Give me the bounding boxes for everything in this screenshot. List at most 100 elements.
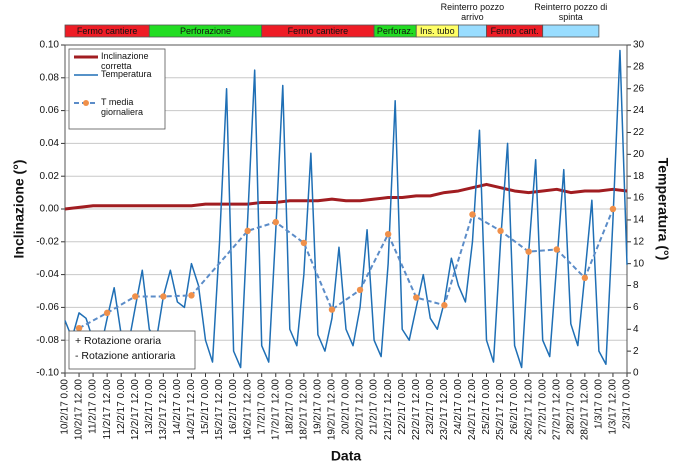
y-tick-label: -0.02	[36, 236, 59, 247]
phase-label-box: Reinterro pozzo di spinta	[534, 2, 608, 22]
x-tick-label: 21/2/17 12.00	[383, 379, 394, 441]
series-marker	[497, 227, 504, 235]
y-tick-label: 0.08	[40, 72, 60, 83]
x-tick-label: 18/2/17 12.00	[298, 379, 309, 441]
x-tick-label: 26/2/17 12.00	[523, 379, 534, 441]
y2-tick-label: 10	[633, 258, 645, 269]
x-tick-label: 12/2/17 0.00	[116, 379, 127, 435]
phase-label: Ins. tubo	[420, 26, 455, 36]
series-marker	[188, 292, 195, 299]
x-tick-label: 11/2/17 0.00	[88, 379, 99, 434]
x-tick-label: 1/3/17 12.00	[608, 379, 619, 435]
y-tick-label: 0.00	[40, 204, 60, 215]
series-marker	[609, 205, 617, 213]
x-tick-label: 10/2/17 12.00	[74, 379, 85, 441]
x-tick-label: 2/3/17 0.00	[622, 379, 633, 429]
y2-tick-label: 14	[633, 215, 645, 226]
y2-tick-label: 18	[633, 171, 645, 182]
x-tick-label: 14/2/17 0.00	[172, 379, 183, 435]
phase-label: Fermo cantiere	[288, 26, 349, 36]
series-marker	[160, 293, 167, 300]
x-tick-label: 21/2/17 0.00	[369, 379, 380, 435]
x-tick-label: 19/2/17 12.00	[327, 379, 338, 441]
series-marker	[581, 274, 589, 282]
y-tick-label: -0.10	[36, 368, 59, 379]
x-tick-label: 23/2/17 0.00	[425, 379, 436, 435]
y-tick-label: 0.10	[40, 40, 60, 51]
y2-axis-label: Temperatura (°)	[655, 158, 671, 261]
x-tick-label: 28/2/17 0.00	[565, 379, 576, 435]
legend-label: Temperatura	[101, 69, 152, 79]
y2-tick-label: 16	[633, 193, 645, 204]
y-tick-label: 0.06	[40, 105, 60, 116]
annotation-text: - Rotazione antioraria	[75, 350, 176, 362]
phase-label: Reinterro pozzo arrivo	[440, 2, 505, 22]
y2-tick-label: 6	[633, 302, 639, 313]
series-marker	[469, 211, 476, 218]
series-marker	[328, 306, 336, 313]
legend-label-box: Inclinazione corretta	[101, 51, 149, 71]
y-tick-label: -0.08	[36, 335, 59, 346]
legend-label: Inclinazione corretta	[101, 51, 149, 71]
y2-tick-label: 4	[633, 324, 639, 335]
y2-tick-label: 22	[633, 127, 645, 138]
x-tick-label: 20/2/17 0.00	[341, 379, 352, 435]
legend-label: T media giornaliera	[101, 97, 144, 117]
y2-tick-label: 30	[633, 40, 645, 51]
x-tick-label: 13/2/17 12.00	[158, 379, 169, 441]
legend-box	[68, 48, 166, 130]
phase-label: Perforazione	[180, 26, 231, 36]
x-tick-label: 27/2/17 0.00	[537, 379, 548, 435]
x-tick-label: 14/2/17 12.00	[186, 379, 197, 441]
legend-marker	[83, 100, 89, 106]
x-tick-label: 12/2/17 12.00	[130, 379, 141, 441]
y-tick-label: -0.06	[36, 302, 59, 313]
phase-label: Perforaz.	[377, 26, 414, 36]
x-tick-label: 25/2/17 12.00	[495, 379, 506, 441]
y2-tick-label: 28	[633, 62, 645, 73]
x-tick-label: 28/2/17 12.00	[579, 379, 590, 441]
series-marker	[384, 230, 392, 238]
x-tick-label: 22/2/17 12.00	[411, 379, 422, 441]
y2-tick-label: 0	[633, 368, 639, 379]
annotation-text: + Rotazione oraria	[75, 335, 161, 347]
series-marker	[103, 309, 111, 317]
series-line	[64, 49, 628, 369]
x-tick-label: 15/2/17 12.00	[214, 379, 225, 441]
y2-tick-label: 20	[633, 149, 645, 160]
annotation-box	[68, 330, 196, 370]
series-marker	[272, 218, 279, 226]
phase-label: Reinterro pozzo di spinta	[534, 2, 608, 22]
phase-label-box: Reinterro pozzo arrivo	[440, 2, 505, 22]
phase-label: Fermo cant.	[491, 26, 539, 36]
y-tick-label: 0.04	[40, 138, 60, 149]
series-marker	[525, 248, 532, 255]
x-tick-label: 22/2/17 0.00	[397, 379, 408, 435]
y2-tick-label: 8	[633, 280, 639, 291]
x-tick-label: 1/3/17 0.00	[594, 379, 605, 429]
x-tick-label: 26/2/17 0.00	[509, 379, 520, 435]
x-axis-label: Data	[331, 448, 362, 464]
x-tick-label: 20/2/17 12.00	[355, 379, 366, 441]
x-tick-label: 15/2/17 0.00	[200, 379, 211, 435]
series-marker	[356, 286, 364, 294]
series-marker	[75, 324, 83, 332]
x-tick-label: 24/2/17 12.00	[467, 379, 478, 441]
x-tick-label: 27/2/17 12.00	[551, 379, 562, 441]
phase-bar	[542, 24, 600, 38]
x-tick-label: 11/2/17 12.00	[102, 379, 113, 440]
series-marker	[244, 227, 251, 235]
x-tick-label: 17/2/17 12.00	[270, 379, 281, 441]
series-marker	[413, 294, 420, 301]
x-tick-label: 24/2/17 0.00	[453, 379, 464, 435]
x-tick-label: 16/2/17 0.00	[228, 379, 239, 435]
x-tick-label: 18/2/17 0.00	[284, 379, 295, 435]
legend-label-box: Temperatura	[101, 69, 152, 79]
phase-label: Fermo cantiere	[77, 26, 138, 36]
series-marker	[132, 293, 139, 300]
series-marker	[553, 246, 560, 253]
x-tick-label: 23/2/17 12.00	[439, 379, 450, 441]
y-tick-label: 0.02	[40, 171, 60, 182]
y-tick-label: -0.04	[36, 269, 59, 280]
